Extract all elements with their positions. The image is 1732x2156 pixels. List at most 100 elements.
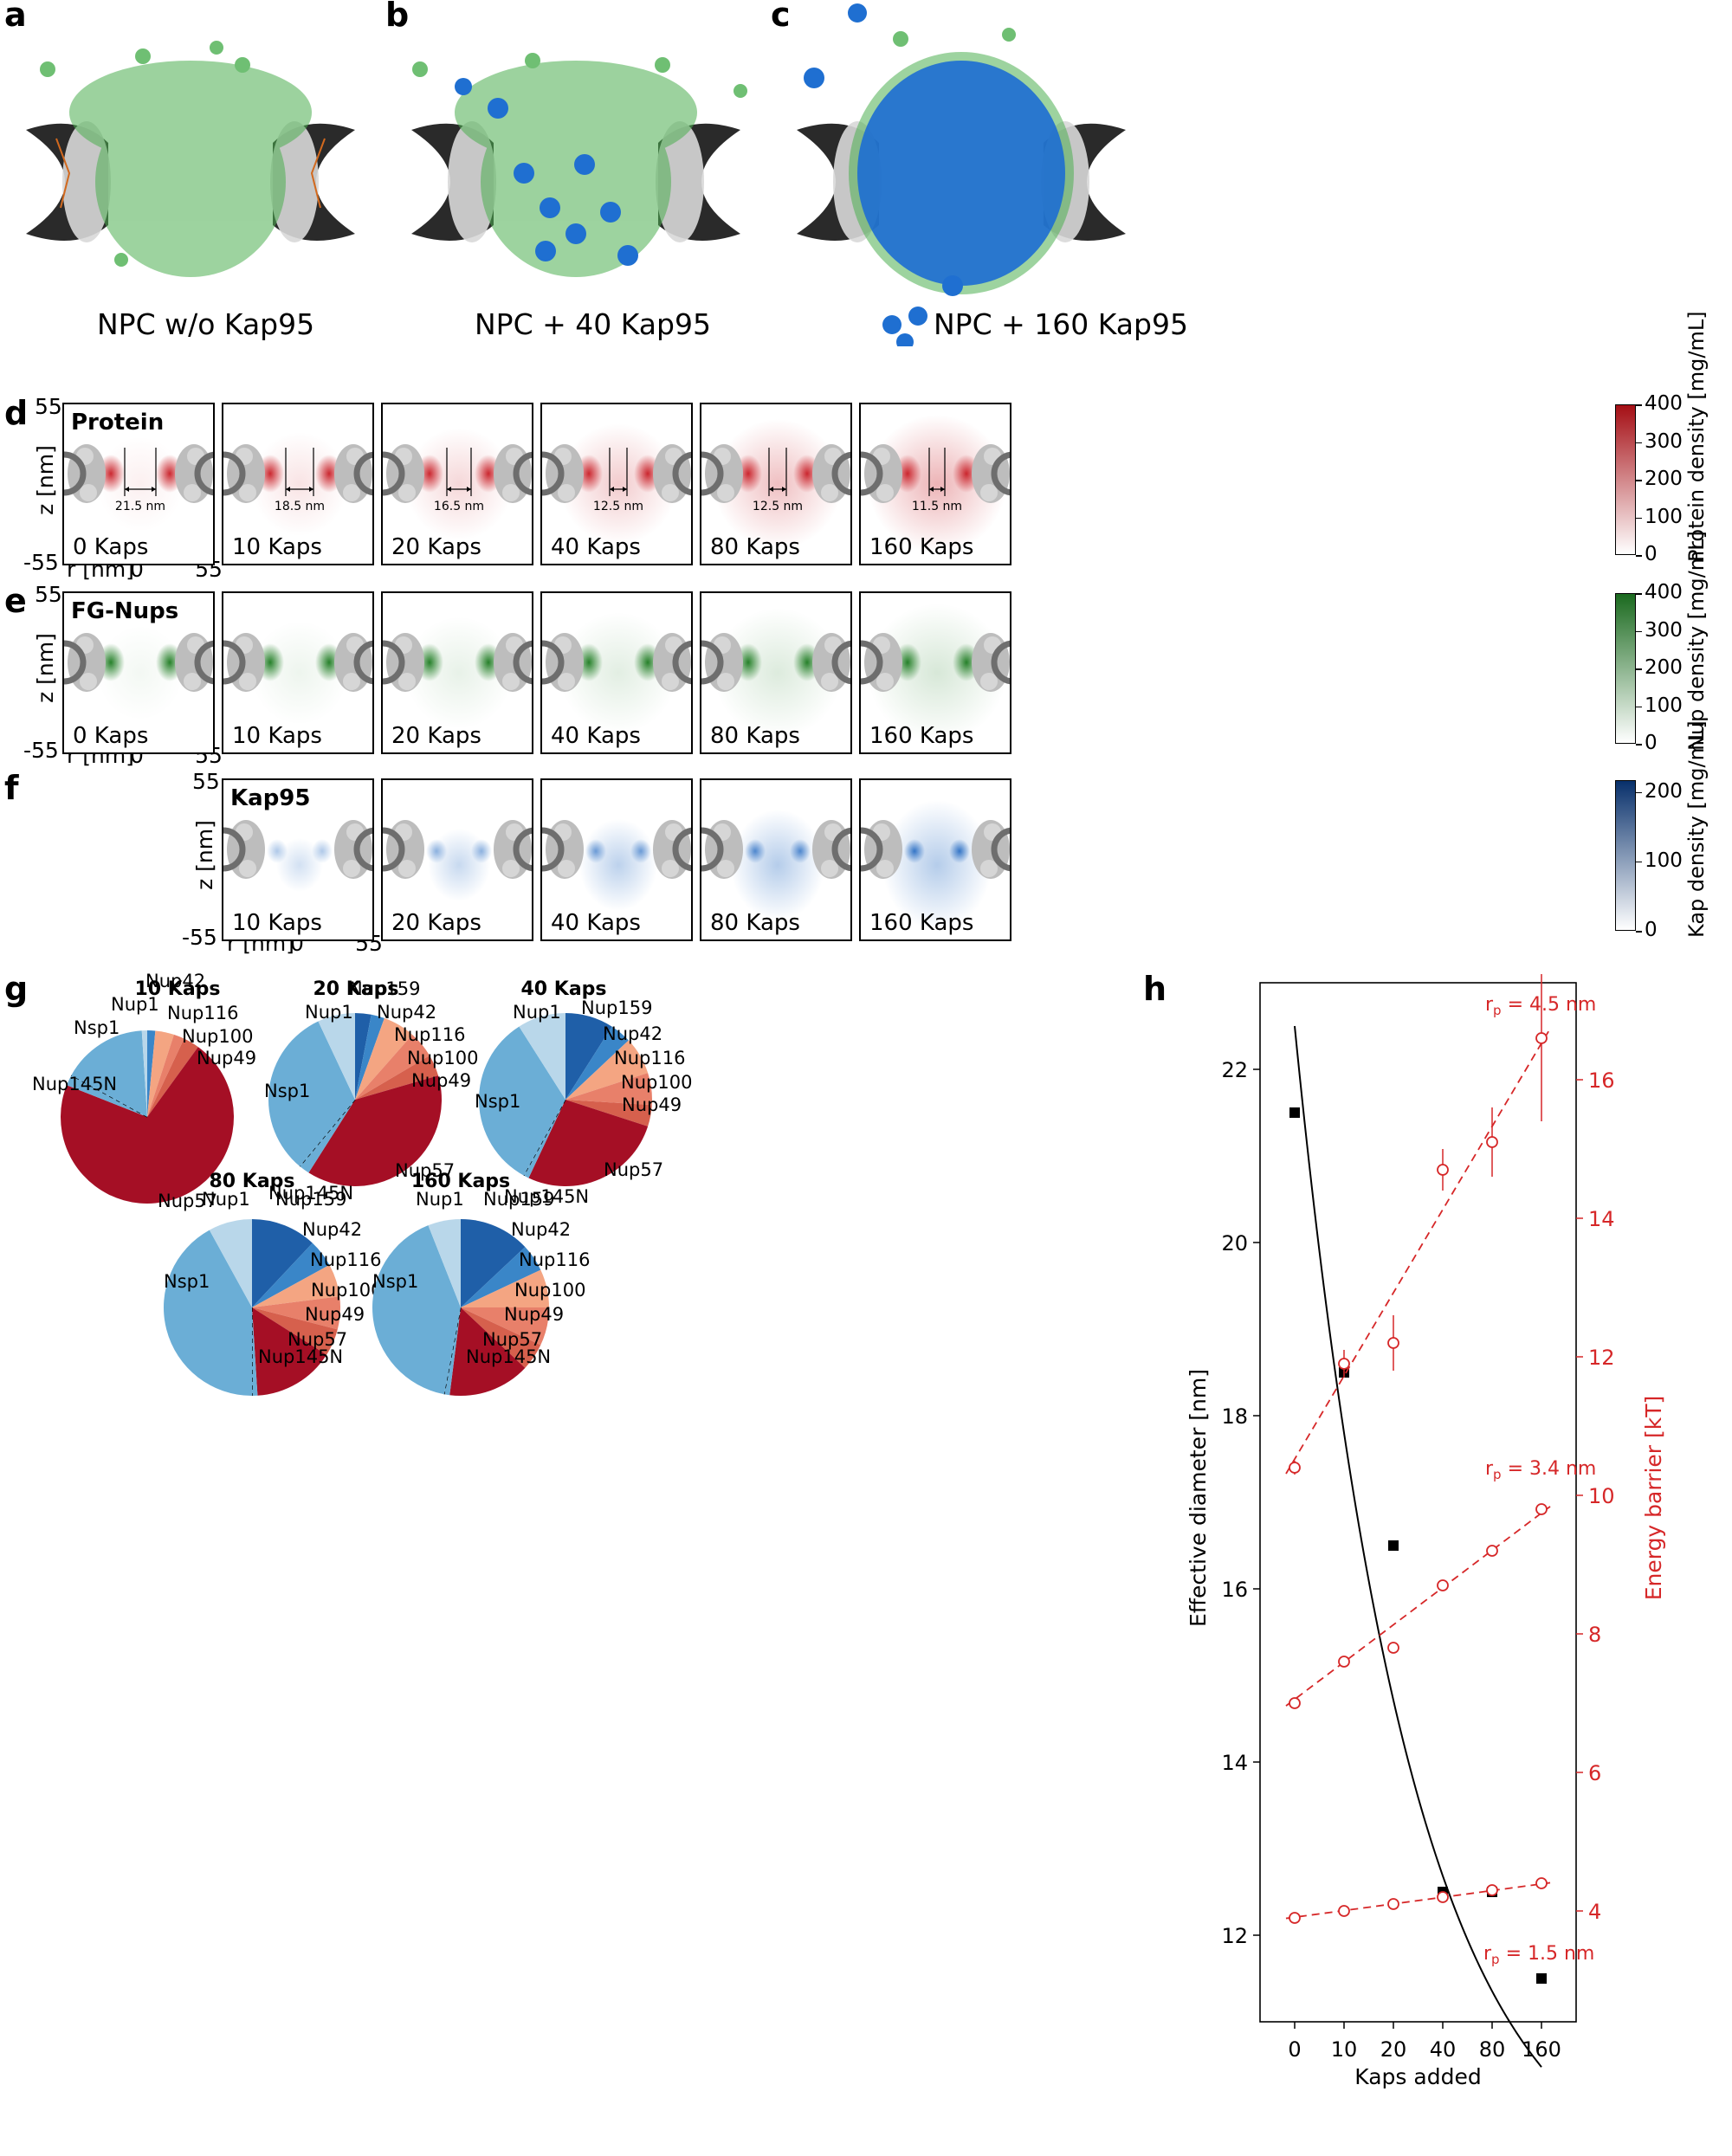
- pie-slice-nup49: [565, 1100, 652, 1126]
- nup-scaffold: [653, 820, 691, 879]
- z-top-tick-f: 55: [192, 769, 220, 794]
- z-bottom-tick-f: -55: [182, 925, 217, 950]
- colorbar-tick: 0: [1645, 919, 1658, 941]
- y-axis-label: Effective diameter [nm]: [1186, 1369, 1211, 1627]
- colorbar-tick-mark: [1636, 480, 1642, 481]
- pie-slice-nup145n: [300, 1100, 355, 1173]
- colorbar-tick-mark: [1636, 404, 1642, 406]
- density-blob: [585, 839, 606, 863]
- z-axis-label-e: z [nm]: [32, 633, 58, 703]
- pie-label-nup100: Nup100: [621, 1072, 693, 1093]
- energy-point: [1437, 1579, 1449, 1591]
- kaps-label: 40 Kaps: [551, 534, 641, 560]
- colorbar-gradient: [1615, 593, 1636, 744]
- diameter-point: [1536, 1973, 1547, 1984]
- pie-label-nup159: Nup159: [275, 1189, 347, 1210]
- y2-tick-label: 6: [1588, 1761, 1601, 1785]
- pie-slice-nsp1: [268, 1021, 355, 1167]
- density-blob: [426, 839, 447, 863]
- y-tick-label: 14: [1221, 1751, 1248, 1775]
- pie-slice-nup145n: [443, 1307, 461, 1396]
- pie-slice-nup116: [461, 1269, 549, 1307]
- pie-slice-nup1: [428, 1219, 461, 1307]
- nup-scaffold: [334, 820, 372, 879]
- nup-scaffold: [494, 444, 532, 503]
- colorbar-tick-mark: [1636, 791, 1642, 794]
- z-bottom-tick-d: -55: [23, 550, 59, 575]
- diameter-label: 12.5 nm: [752, 500, 804, 513]
- energy-point: [1486, 1884, 1498, 1896]
- pie-chart: [163, 1219, 340, 1396]
- colorbar-tick: 0: [1645, 732, 1658, 754]
- npc-render-40-kap: [411, 53, 747, 277]
- row-name: FG-Nups: [71, 598, 179, 624]
- colorbar-gradient: [1615, 404, 1636, 555]
- energy-point: [1387, 1898, 1399, 1910]
- pie-label-nup49: Nup49: [504, 1304, 565, 1325]
- pie-slice-nsp1: [372, 1225, 461, 1395]
- energy-point: [1338, 1656, 1350, 1668]
- y2-tick-label: 16: [1588, 1068, 1615, 1093]
- pie-label-nup159: Nup159: [483, 1189, 555, 1210]
- panel-letter-e: e: [4, 582, 27, 620]
- nup-scaffold: [64, 444, 106, 503]
- density-panel-fg-2: 20 Kaps: [381, 591, 533, 754]
- density-halo: [868, 604, 1006, 742]
- density-halo: [731, 810, 824, 920]
- pie-label-nup42: Nup42: [603, 1023, 663, 1044]
- density-halo: [882, 800, 992, 930]
- density-halo: [276, 838, 323, 892]
- nup-scaffold: [542, 444, 584, 503]
- energy-point: [1535, 1877, 1548, 1889]
- nup-scaffold: [542, 820, 584, 879]
- y-tick-label: 12: [1221, 1924, 1248, 1948]
- kaps-label: 160 Kaps: [869, 910, 974, 936]
- energy-fit-line: [1285, 1882, 1551, 1920]
- colorbar-tick: 100: [1645, 694, 1683, 717]
- nup-scaffold: [223, 820, 265, 879]
- pie-slice-nup100: [461, 1307, 549, 1346]
- npc-render-160-kap: [797, 3, 1126, 346]
- density-panel-kap-2: 40 Kaps: [540, 778, 693, 941]
- density-halo: [714, 608, 842, 738]
- y2-tick-label: 14: [1588, 1207, 1615, 1231]
- colorbar-tick-mark: [1636, 931, 1642, 933]
- pie-title: 160 Kaps: [410, 1171, 511, 1192]
- x-axis-label: Kaps added: [1354, 2064, 1481, 2089]
- nup-scaffold: [383, 633, 424, 692]
- nup-scaffold: [812, 444, 850, 503]
- nup-scaffold: [334, 444, 372, 503]
- density-panel-kap-0: Kap95 10 Kaps: [222, 778, 374, 941]
- pie-label-nup116: Nup116: [519, 1249, 591, 1270]
- colorbar-tick: 100: [1645, 505, 1683, 528]
- pie-title: 10 Kaps: [134, 978, 221, 1000]
- kaps-label: 80 Kaps: [710, 723, 800, 749]
- pie-label-nsp1: Nsp1: [264, 1081, 311, 1101]
- z-bottom-tick-e: -55: [23, 738, 59, 763]
- pie-title: 20 Kaps: [313, 978, 399, 1000]
- pie-label-nsp1: Nsp1: [475, 1091, 521, 1112]
- energy-point: [1486, 1545, 1498, 1557]
- nup-scaffold: [701, 444, 743, 503]
- kaps-label: 10 Kaps: [232, 534, 322, 560]
- colorbar-tick-mark: [1636, 744, 1642, 746]
- x-tick-label: 80: [1479, 2037, 1506, 2062]
- pie-slice-nup159: [461, 1219, 526, 1307]
- pie-slice-nup159: [565, 1013, 612, 1100]
- pie-slice-nup1: [519, 1013, 565, 1100]
- diameter-arrow: [124, 448, 157, 496]
- nup-scaffold: [334, 633, 372, 692]
- nup-scaffold: [972, 444, 1010, 503]
- pie-label-nup42: Nup42: [377, 1002, 437, 1023]
- nup145n-divider: [523, 1099, 566, 1176]
- pie-slice-nup100: [147, 1034, 184, 1117]
- density-halo: [579, 819, 657, 911]
- caption-b: NPC + 40 Kap95: [475, 307, 711, 341]
- pie-label-nup145n: Nup145N: [268, 1183, 354, 1204]
- density-panel-protein-1: 18.5 nm 10 Kaps: [222, 403, 374, 565]
- diameter-point: [1289, 1107, 1300, 1118]
- z-axis-label-d: z [nm]: [32, 445, 58, 515]
- pie-label-nup159: Nup159: [349, 978, 421, 999]
- nup-scaffold: [383, 820, 424, 879]
